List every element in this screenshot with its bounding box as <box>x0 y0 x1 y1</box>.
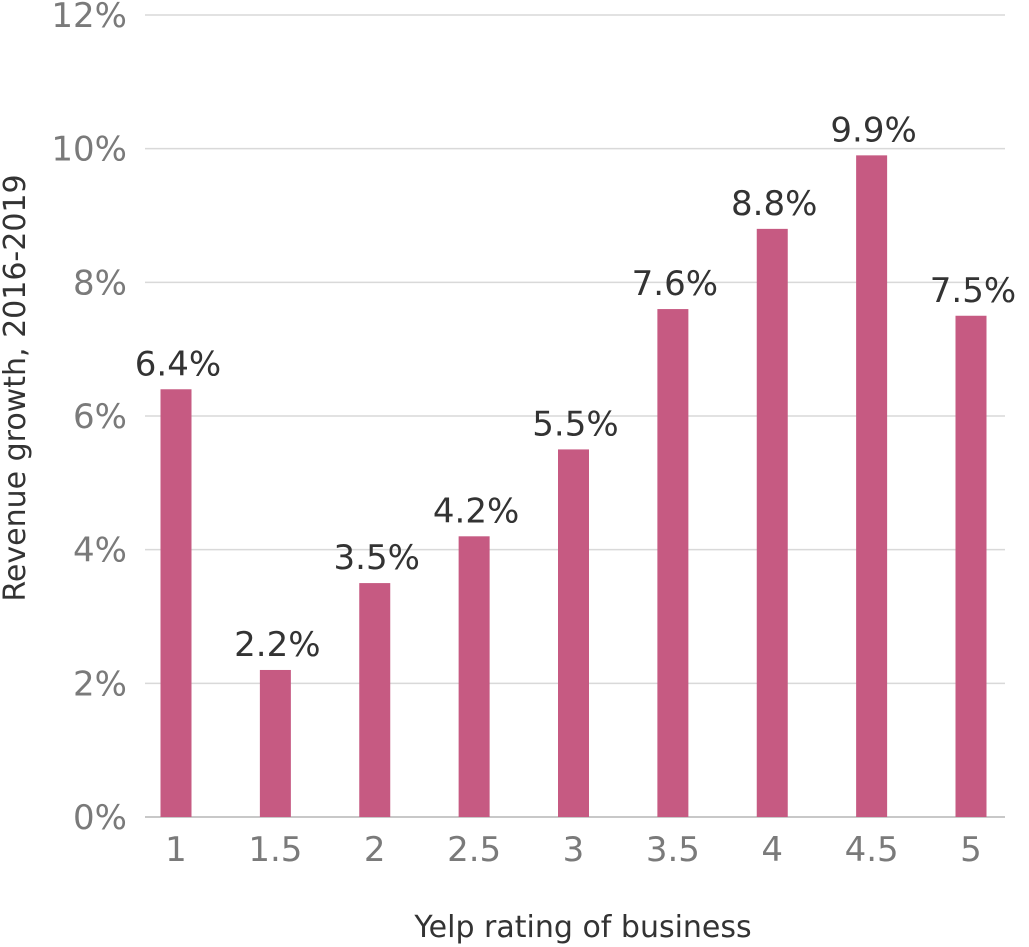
bar <box>359 583 391 817</box>
bar <box>558 449 589 817</box>
y-tick-label: 2% <box>73 664 127 704</box>
x-axis-title: Yelp rating of business <box>413 910 751 945</box>
bar <box>756 228 788 817</box>
y-tick-label: 6% <box>73 397 127 437</box>
data-label: 9.9% <box>830 110 916 150</box>
x-tick-label: 3 <box>563 830 585 870</box>
bar <box>458 536 490 817</box>
y-tick-label: 4% <box>73 531 127 571</box>
y-tick-label: 10% <box>51 130 127 170</box>
y-tick-label: 0% <box>73 798 127 838</box>
data-label: 7.6% <box>632 264 718 304</box>
data-label: 4.2% <box>433 491 519 531</box>
data-label: 7.5% <box>930 271 1016 311</box>
x-tick-label: 2 <box>364 830 386 870</box>
y-tick-label: 12% <box>51 0 127 36</box>
x-axis-ticks: 1 1.5 2 2.5 3 3.5 4 4.5 5 <box>165 830 982 870</box>
bars <box>160 155 987 818</box>
x-tick-label: 1.5 <box>248 830 302 870</box>
bar <box>955 315 987 817</box>
x-tick-label: 2.5 <box>447 830 501 870</box>
y-axis-ticks: 0% 2% 4% 6% 8% 10% 12% <box>51 0 127 838</box>
x-tick-label: 5 <box>960 830 982 870</box>
bar <box>160 389 192 817</box>
bar <box>657 309 689 817</box>
y-axis-title: Revenue growth, 2016-2019 <box>0 174 33 601</box>
data-label: 3.5% <box>334 538 420 578</box>
data-label: 8.8% <box>731 184 817 224</box>
bar <box>856 155 888 818</box>
y-tick-label: 8% <box>73 263 127 303</box>
data-label: 2.2% <box>234 625 320 665</box>
data-labels: 6.4% 2.2% 3.5% 4.2% 5.5% 7.6% 8.8% 9.9% 7.5% <box>135 110 1016 665</box>
bar <box>259 669 291 817</box>
x-tick-label: 4 <box>761 830 783 870</box>
x-tick-label: 3.5 <box>646 830 700 870</box>
x-tick-label: 4.5 <box>845 830 899 870</box>
data-label: 6.4% <box>135 344 221 384</box>
x-tick-label: 1 <box>165 830 187 870</box>
data-label: 5.5% <box>532 404 618 444</box>
